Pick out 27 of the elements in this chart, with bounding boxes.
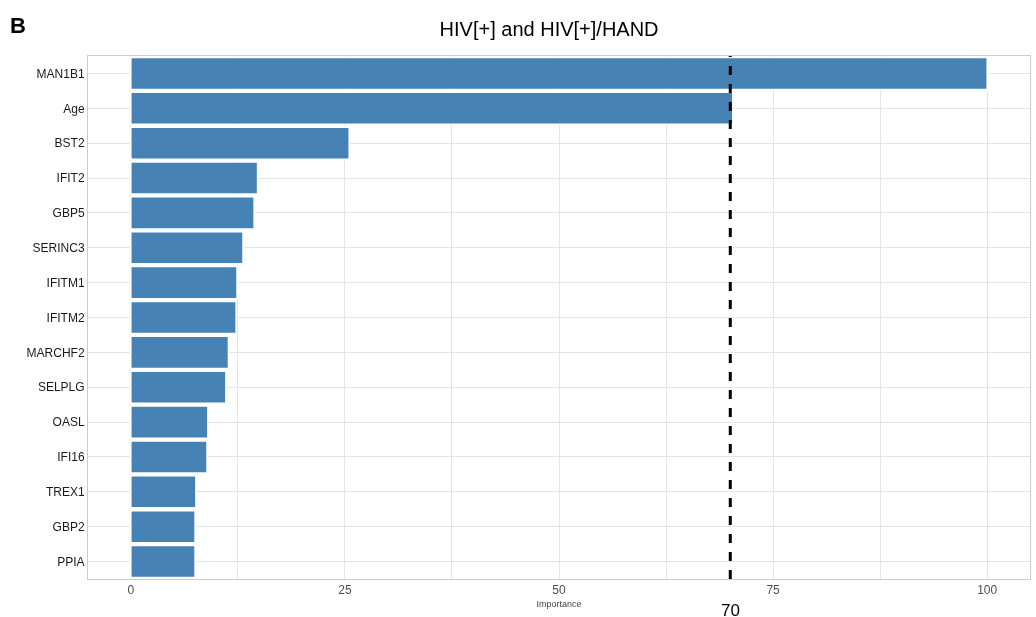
y-tick-label: TREX1: [45, 485, 85, 500]
y-tick-label: IFI16: [57, 450, 85, 465]
x-tick-label: 0: [127, 583, 135, 598]
x-tick-label: 75: [766, 583, 781, 598]
y-tick-label: GBP2: [52, 519, 85, 534]
y-tick-label: IFIT2: [56, 171, 85, 186]
y-tick-label: OASL: [52, 415, 85, 430]
y-tick-label: Age: [63, 101, 85, 116]
bar: [130, 56, 988, 91]
bar: [130, 544, 196, 579]
x-tick-label: 50: [552, 583, 566, 598]
y-tick-label: SELPLG: [37, 380, 85, 395]
y-tick-label: MAN1B1: [36, 66, 85, 81]
chart-title: HIV[+] and HIV[+]/HAND: [439, 17, 659, 40]
y-tick-label: BST2: [54, 136, 85, 151]
ref-line-label: 70: [721, 601, 740, 617]
bar: [130, 300, 237, 335]
x-tick-label: 25: [338, 583, 352, 598]
y-tick-label: GBP5: [52, 206, 85, 221]
x-tick-label: 100: [977, 583, 998, 598]
y-tick-label: IFITM1: [46, 275, 85, 290]
y-tick-label: SERINC3: [32, 240, 85, 255]
y-tick-label: IFITM2: [46, 310, 85, 325]
x-axis-title: Importance: [536, 599, 582, 610]
y-tick-label: PPIA: [57, 554, 85, 569]
text: B: [10, 13, 26, 38]
y-tick-label: MARCHF2: [26, 345, 85, 360]
